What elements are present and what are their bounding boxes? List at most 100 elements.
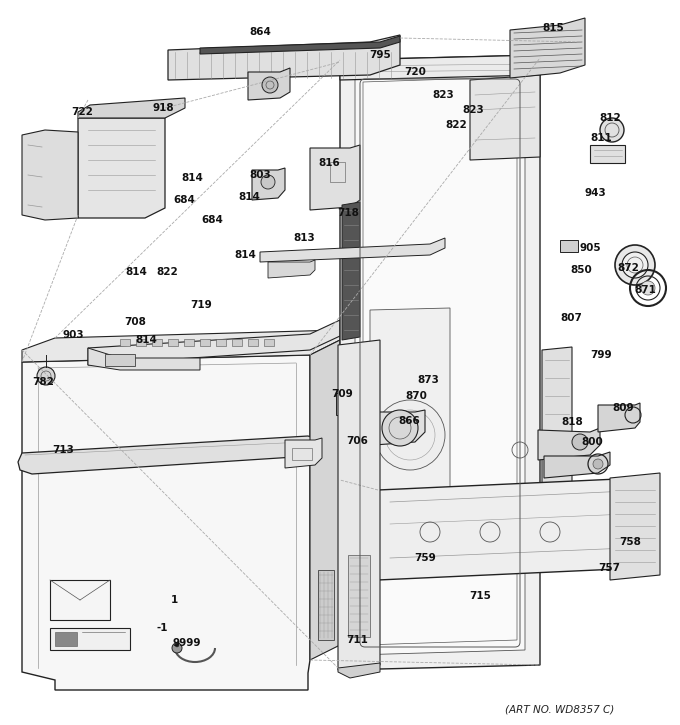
Polygon shape: [78, 98, 185, 118]
Polygon shape: [88, 320, 340, 365]
Text: 800: 800: [581, 437, 603, 447]
Bar: [232, 339, 242, 346]
Text: 814: 814: [125, 267, 147, 277]
Polygon shape: [370, 308, 450, 500]
Text: 814: 814: [135, 335, 157, 345]
Text: 818: 818: [561, 417, 583, 427]
Text: 782: 782: [32, 377, 54, 387]
Text: 814: 814: [238, 192, 260, 202]
Bar: [55, 632, 77, 646]
Polygon shape: [168, 35, 400, 80]
Text: 871: 871: [634, 285, 656, 295]
Bar: [105, 354, 135, 366]
Polygon shape: [50, 580, 110, 620]
Text: 811: 811: [590, 133, 612, 143]
Circle shape: [572, 434, 588, 450]
Bar: [560, 240, 578, 252]
Bar: [184, 339, 194, 346]
Text: (ART NO. WD8357 C): (ART NO. WD8357 C): [505, 705, 615, 715]
Text: 720: 720: [404, 67, 426, 77]
Circle shape: [593, 459, 603, 469]
Circle shape: [262, 77, 278, 93]
Polygon shape: [22, 355, 310, 690]
Polygon shape: [544, 452, 610, 478]
Polygon shape: [378, 478, 640, 580]
Polygon shape: [342, 202, 360, 340]
Polygon shape: [338, 663, 380, 678]
Text: 872: 872: [617, 263, 639, 273]
Polygon shape: [248, 68, 290, 100]
Polygon shape: [22, 130, 78, 220]
Text: 864: 864: [249, 27, 271, 37]
Bar: [120, 339, 130, 346]
Text: 709: 709: [331, 389, 353, 399]
Text: 823: 823: [432, 90, 454, 100]
Text: 903: 903: [62, 330, 84, 340]
Text: 719: 719: [190, 300, 212, 310]
Text: 708: 708: [124, 317, 146, 327]
Bar: [590, 145, 625, 163]
Text: 813: 813: [293, 233, 315, 243]
Text: 822: 822: [156, 267, 178, 277]
Text: 905: 905: [579, 243, 601, 253]
Text: 814: 814: [181, 173, 203, 183]
Text: 918: 918: [152, 103, 174, 113]
Polygon shape: [310, 340, 340, 660]
Polygon shape: [363, 77, 517, 645]
Text: 713: 713: [52, 445, 74, 455]
Text: 850: 850: [570, 265, 592, 275]
Text: 715: 715: [469, 591, 491, 601]
Text: 815: 815: [542, 23, 564, 33]
Bar: [168, 339, 178, 346]
Polygon shape: [470, 75, 540, 160]
Text: 9999: 9999: [173, 638, 201, 648]
Bar: [330, 162, 345, 182]
Circle shape: [641, 281, 655, 295]
Text: 809: 809: [612, 403, 634, 413]
Circle shape: [37, 367, 55, 385]
Text: 814: 814: [234, 250, 256, 260]
Polygon shape: [542, 347, 572, 500]
Text: 873: 873: [417, 375, 439, 385]
Polygon shape: [18, 436, 322, 474]
Polygon shape: [374, 410, 425, 445]
Polygon shape: [510, 18, 585, 78]
Polygon shape: [610, 473, 660, 580]
Text: 822: 822: [445, 120, 467, 130]
Polygon shape: [252, 168, 285, 200]
Text: 722: 722: [71, 107, 93, 117]
Text: 812: 812: [599, 113, 621, 123]
Text: 706: 706: [346, 436, 368, 446]
Polygon shape: [538, 428, 600, 460]
Bar: [348, 555, 370, 637]
Text: 684: 684: [201, 215, 223, 225]
Bar: [136, 339, 146, 346]
Polygon shape: [348, 638, 378, 660]
Polygon shape: [285, 438, 322, 468]
Polygon shape: [598, 403, 640, 432]
Text: 799: 799: [590, 350, 612, 360]
Polygon shape: [338, 340, 380, 670]
Circle shape: [172, 643, 182, 653]
Circle shape: [175, 643, 179, 647]
Circle shape: [261, 175, 275, 189]
Bar: [318, 570, 334, 640]
Polygon shape: [340, 55, 540, 670]
Circle shape: [382, 410, 418, 446]
Circle shape: [615, 245, 655, 285]
Bar: [248, 339, 258, 346]
Text: 757: 757: [598, 563, 620, 573]
Polygon shape: [260, 238, 445, 262]
Polygon shape: [340, 38, 580, 80]
Bar: [152, 339, 162, 346]
Text: 711: 711: [346, 635, 368, 645]
Text: -1: -1: [156, 623, 168, 633]
Text: 684: 684: [173, 195, 195, 205]
Circle shape: [375, 400, 445, 470]
Bar: [200, 339, 210, 346]
Polygon shape: [88, 348, 200, 370]
Bar: [216, 339, 226, 346]
Circle shape: [600, 118, 624, 142]
Bar: [50, 628, 130, 650]
Text: 1: 1: [171, 595, 177, 605]
